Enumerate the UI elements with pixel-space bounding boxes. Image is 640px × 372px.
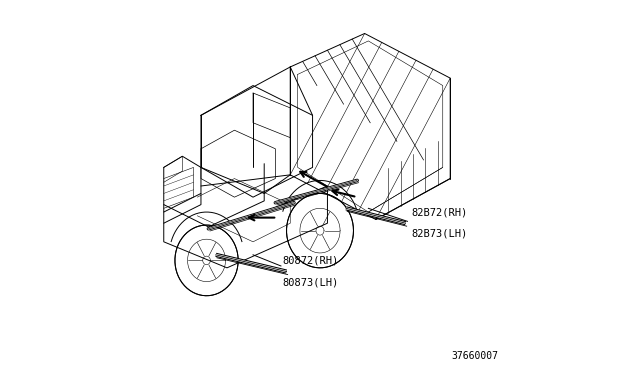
- Text: 80873(LH): 80873(LH): [282, 277, 339, 287]
- Text: 37660007: 37660007: [452, 351, 499, 361]
- Text: 82B72(RH): 82B72(RH): [411, 208, 467, 218]
- Text: 82B73(LH): 82B73(LH): [411, 229, 467, 239]
- Text: 80872(RH): 80872(RH): [282, 256, 339, 266]
